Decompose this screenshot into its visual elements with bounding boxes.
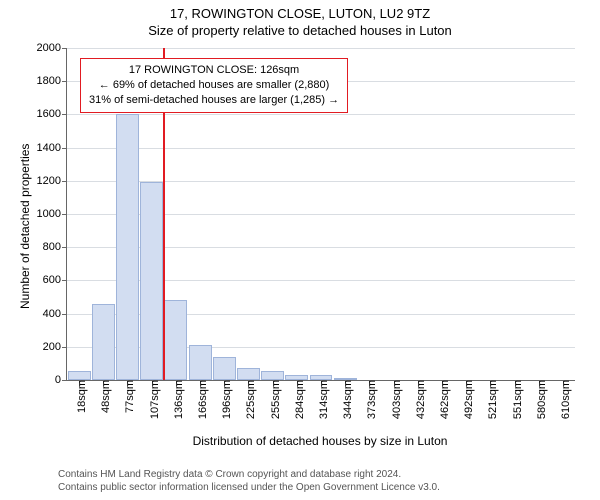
ytick-label: 1600 bbox=[37, 108, 67, 120]
ytick-label: 600 bbox=[43, 274, 67, 286]
title-1: 17, ROWINGTON CLOSE, LUTON, LU2 9TZ bbox=[0, 0, 600, 21]
bar bbox=[164, 300, 187, 380]
xtick-label: 314sqm bbox=[312, 380, 330, 419]
bar bbox=[213, 357, 236, 380]
bar bbox=[140, 182, 163, 380]
xtick-label: 166sqm bbox=[191, 380, 209, 419]
annotation-line-1: 17 ROWINGTON CLOSE: 126sqm bbox=[89, 63, 339, 78]
ytick-label: 0 bbox=[55, 374, 67, 386]
x-axis-label: Distribution of detached houses by size … bbox=[193, 434, 448, 448]
bar bbox=[92, 304, 115, 380]
gridline bbox=[67, 114, 575, 115]
gridline bbox=[67, 148, 575, 149]
bar bbox=[68, 371, 91, 380]
xtick-label: 551sqm bbox=[506, 380, 524, 419]
xtick-label: 107sqm bbox=[143, 380, 161, 419]
property-annotation-box: 17 ROWINGTON CLOSE: 126sqm ← 69% of deta… bbox=[80, 58, 348, 113]
xtick-label: 403sqm bbox=[385, 380, 403, 419]
bar bbox=[261, 371, 284, 380]
ytick-label: 400 bbox=[43, 308, 67, 320]
footer-attribution: Contains HM Land Registry data © Crown c… bbox=[58, 468, 440, 494]
y-axis-label: Number of detached properties bbox=[18, 144, 32, 309]
ytick-label: 1000 bbox=[37, 208, 67, 220]
ytick-label: 1800 bbox=[37, 75, 67, 87]
xtick-label: 521sqm bbox=[481, 380, 499, 419]
xtick-label: 48sqm bbox=[94, 380, 112, 413]
footer-line-2: Contains public sector information licen… bbox=[58, 481, 440, 494]
ytick-label: 1200 bbox=[37, 175, 67, 187]
xtick-label: 610sqm bbox=[554, 380, 572, 419]
bar bbox=[189, 345, 212, 380]
xtick-label: 432sqm bbox=[409, 380, 427, 419]
ytick-label: 1400 bbox=[37, 142, 67, 154]
ytick-label: 200 bbox=[43, 341, 67, 353]
xtick-label: 18sqm bbox=[70, 380, 88, 413]
xtick-label: 284sqm bbox=[288, 380, 306, 419]
xtick-label: 255sqm bbox=[264, 380, 282, 419]
xtick-label: 136sqm bbox=[167, 380, 185, 419]
title-2: Size of property relative to detached ho… bbox=[0, 21, 600, 38]
xtick-label: 492sqm bbox=[457, 380, 475, 419]
xtick-label: 462sqm bbox=[433, 380, 451, 419]
xtick-label: 580sqm bbox=[530, 380, 548, 419]
annotation-line-3: 31% of semi-detached houses are larger (… bbox=[89, 93, 339, 108]
annotation-line-2: ← 69% of detached houses are smaller (2,… bbox=[89, 78, 339, 93]
bar bbox=[116, 114, 139, 380]
xtick-label: 196sqm bbox=[215, 380, 233, 419]
bar bbox=[237, 368, 260, 380]
xtick-label: 77sqm bbox=[118, 380, 136, 413]
ytick-label: 2000 bbox=[37, 42, 67, 54]
xtick-label: 225sqm bbox=[239, 380, 257, 419]
gridline bbox=[67, 48, 575, 49]
xtick-label: 373sqm bbox=[360, 380, 378, 419]
ytick-label: 800 bbox=[43, 241, 67, 253]
footer-line-1: Contains HM Land Registry data © Crown c… bbox=[58, 468, 440, 481]
xtick-label: 344sqm bbox=[336, 380, 354, 419]
